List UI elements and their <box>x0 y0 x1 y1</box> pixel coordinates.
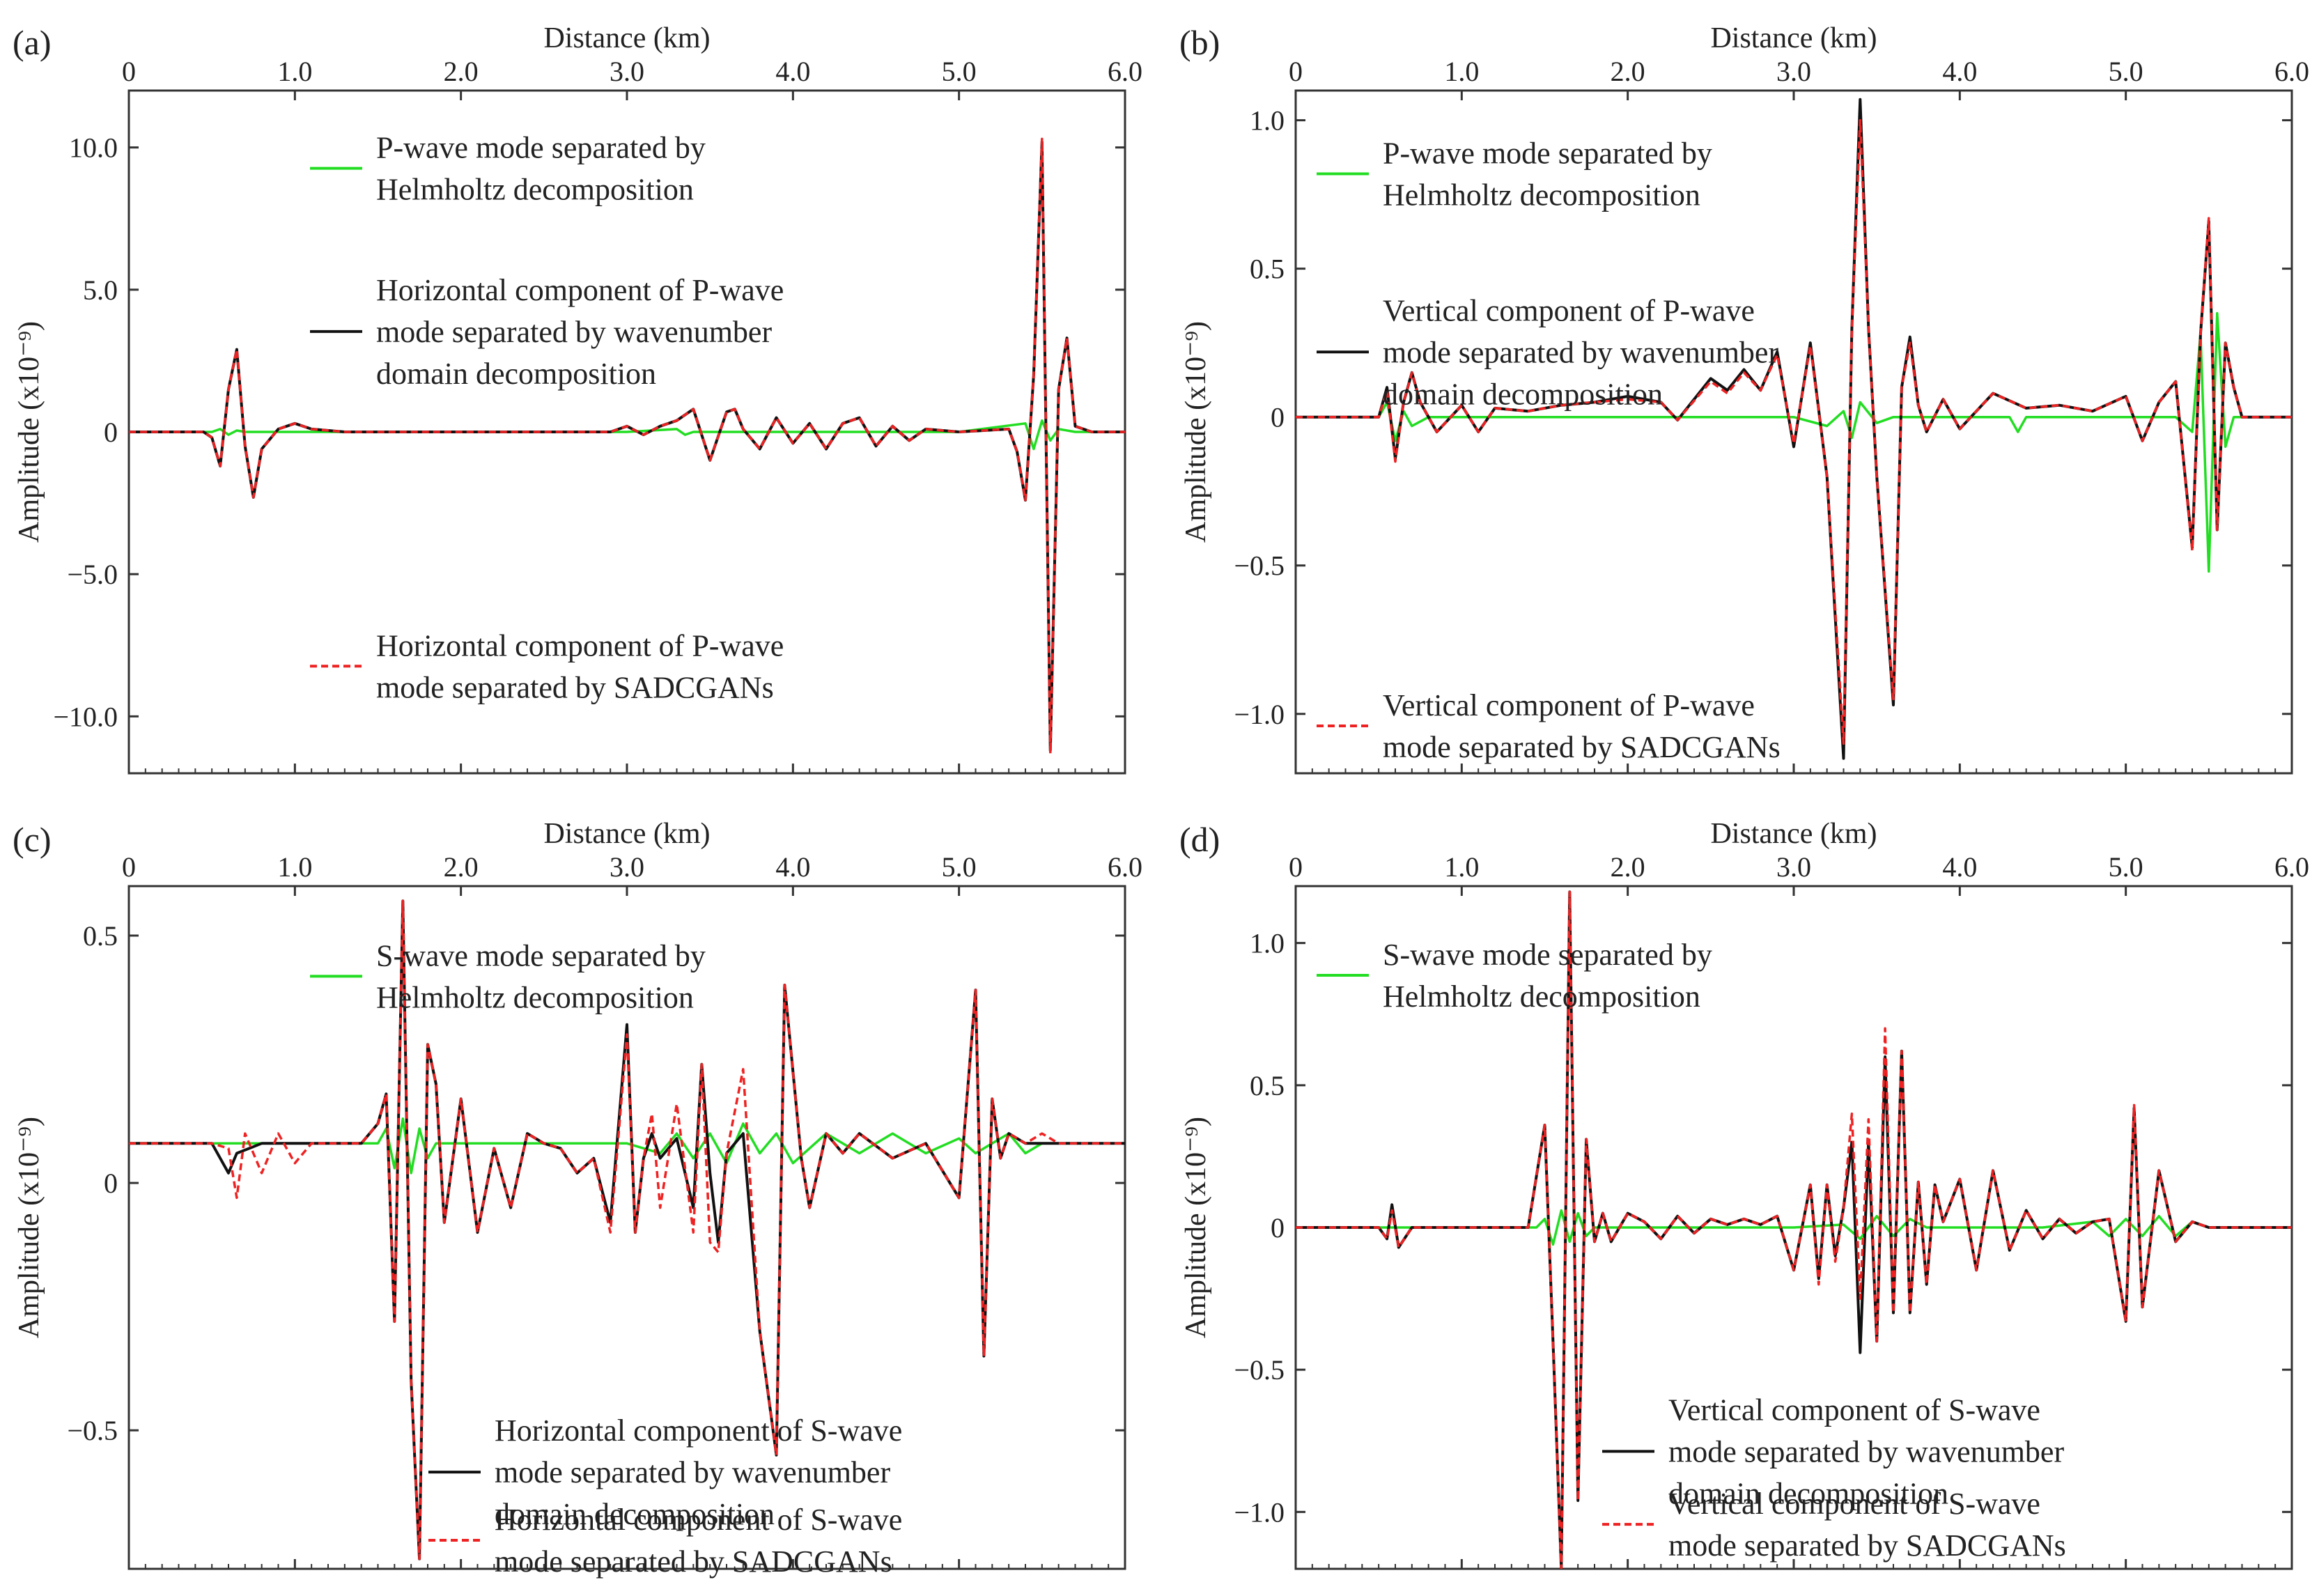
series-line-0 <box>129 419 1125 451</box>
y-tick-label: 1.0 <box>1250 105 1285 137</box>
y-axis-title: Amplitude (x10⁻⁹) <box>13 321 45 543</box>
legend-label: domain decomposition <box>495 1497 775 1531</box>
y-tick-label: −1.0 <box>1234 1496 1285 1528</box>
panel-label: (b) <box>1179 23 1220 62</box>
legend-label: P-wave mode separated by <box>376 131 706 165</box>
panel-label: (a) <box>13 23 52 62</box>
legend-label: Horizontal component of P-wave <box>376 273 784 307</box>
legend-label: S-wave mode separated by <box>376 938 706 973</box>
y-tick-label: 0 <box>104 417 118 448</box>
legend-label: Vertical component of S-wave <box>1668 1393 2040 1427</box>
legend-label: mode separated by SADCGANs <box>376 670 774 704</box>
x-axis-title: Distance (km) <box>543 22 710 54</box>
x-tick-label: 2.0 <box>1611 56 1645 87</box>
legend-label: mode separated by wavenumber <box>1668 1434 2064 1469</box>
x-tick-label: 0 <box>122 56 136 87</box>
legend-label: mode separated by wavenumber <box>495 1455 890 1489</box>
x-tick-label: 5.0 <box>2109 56 2143 87</box>
x-axis-title: Distance (km) <box>1710 22 1877 54</box>
legend-label: P-wave mode separated by <box>1383 136 1712 170</box>
x-tick-label: 6.0 <box>1108 851 1142 883</box>
x-tick-label: 0 <box>122 851 136 883</box>
legend-label: Horizontal component of P-wave <box>376 628 784 663</box>
x-tick-label: 5.0 <box>942 56 977 87</box>
y-axis-title: Amplitude (x10⁻⁹) <box>1180 1117 1212 1338</box>
y-tick-label: 0 <box>104 1168 118 1199</box>
x-tick-label: 4.0 <box>1942 56 1977 87</box>
legend-label: S-wave mode separated by <box>1383 938 1712 972</box>
y-tick-label: −5.0 <box>67 559 118 590</box>
y-tick-label: 0.5 <box>1250 1070 1285 1101</box>
x-tick-label: 1.0 <box>277 56 312 87</box>
series-line-2 <box>129 137 1125 755</box>
legend-label: Vertical component of P-wave <box>1383 293 1755 327</box>
legend-label: mode separated by SADCGANs <box>495 1544 892 1579</box>
legend-label: Vertical component of P-wave <box>1383 688 1755 722</box>
x-tick-label: 5.0 <box>942 851 977 883</box>
y-tick-label: 0.5 <box>83 920 118 952</box>
x-tick-label: 2.0 <box>444 56 479 87</box>
panel-1: (b) Distance (km)Amplitude (x10⁻⁹)0 1.0 2.0… <box>1179 22 2309 775</box>
y-tick-label: −10.0 <box>53 701 118 732</box>
x-tick-label: 0 <box>1289 851 1303 883</box>
legend-label: Vertical component of S-wave <box>1668 1487 2040 1521</box>
series-line-2 <box>1296 890 2292 1569</box>
y-axis-title: Amplitude (x10⁻⁹) <box>1180 321 1212 543</box>
legend-label: Helmholtz decomposition <box>376 173 694 207</box>
y-axis-title: Amplitude (x10⁻⁹) <box>13 1117 45 1338</box>
x-tick-label: 3.0 <box>1776 851 1811 883</box>
x-tick-label: 3.0 <box>1776 56 1811 87</box>
series-line-2 <box>129 899 1125 1560</box>
legend-label: domain decomposition <box>1668 1476 1948 1510</box>
y-tick-label: −0.5 <box>67 1415 118 1446</box>
x-axis-title: Distance (km) <box>543 818 710 850</box>
x-tick-label: 3.0 <box>610 56 644 87</box>
y-tick-label: −0.5 <box>1234 550 1285 582</box>
y-tick-label: −0.5 <box>1234 1354 1285 1386</box>
legend-label: mode separated by SADCGANs <box>1668 1528 2066 1563</box>
legend-label: Helmholtz decomposition <box>1383 178 1700 212</box>
legend-label: Helmholtz decomposition <box>376 980 694 1014</box>
panel-3: (d) Distance (km) Amplitude (x10⁻⁹) 0 1.0 2.0… <box>1179 818 2309 1570</box>
legend-label: mode separated by wavenumber <box>1383 335 1778 369</box>
y-tick-label: −1.0 <box>1234 699 1285 730</box>
panel-label: (d) <box>1179 820 1220 859</box>
legend-label: mode separated by wavenumber <box>376 315 772 349</box>
y-tick-label: 10.0 <box>69 132 118 164</box>
x-tick-label: 0 <box>1289 56 1303 87</box>
legend-label: mode separated by SADCGANs <box>1383 730 1781 764</box>
series-line-0 <box>129 1117 1125 1175</box>
legend-label: domain decomposition <box>1383 377 1663 411</box>
x-axis-title: Distance (km) <box>1710 818 1877 850</box>
x-tick-label: 6.0 <box>2274 56 2309 87</box>
x-tick-label: 2.0 <box>1611 851 1645 883</box>
x-tick-label: 4.0 <box>1942 851 1977 883</box>
panel-2: (c) Distance (km) Amplitude (x10⁻⁹) 0 1.0 2.0… <box>13 818 1142 1579</box>
y-tick-label: 0.5 <box>1250 254 1285 285</box>
panel-label: (c) <box>13 820 52 859</box>
x-tick-label: 1.0 <box>1444 56 1479 87</box>
x-tick-label: 3.0 <box>610 851 644 883</box>
x-tick-label: 1.0 <box>277 851 312 883</box>
x-tick-label: 2.0 <box>444 851 479 883</box>
panel-0: (a) Distance (km) Amplitude (x10⁻⁹) 0 1.0 2.0… <box>13 22 1142 775</box>
x-tick-label: 5.0 <box>2109 851 2143 883</box>
series-line-0 <box>1296 311 2292 573</box>
x-tick-label: 6.0 <box>2274 851 2309 883</box>
y-tick-label: 5.0 <box>83 274 118 306</box>
legend-label: Horizontal component of S-wave <box>495 1413 902 1448</box>
y-tick-label: 1.0 <box>1250 928 1285 959</box>
legend-label: Horizontal component of S-wave <box>495 1503 902 1537</box>
y-tick-label: 0 <box>1271 402 1285 433</box>
legend-label: Helmholtz decomposition <box>1383 979 1700 1014</box>
y-tick-label: 0 <box>1271 1212 1285 1244</box>
x-tick-label: 4.0 <box>775 851 810 883</box>
series-line-2 <box>1296 118 2292 745</box>
x-tick-label: 4.0 <box>775 56 810 87</box>
legend-label: domain decomposition <box>376 357 656 391</box>
x-tick-label: 1.0 <box>1444 851 1479 883</box>
x-tick-label: 6.0 <box>1108 56 1142 87</box>
